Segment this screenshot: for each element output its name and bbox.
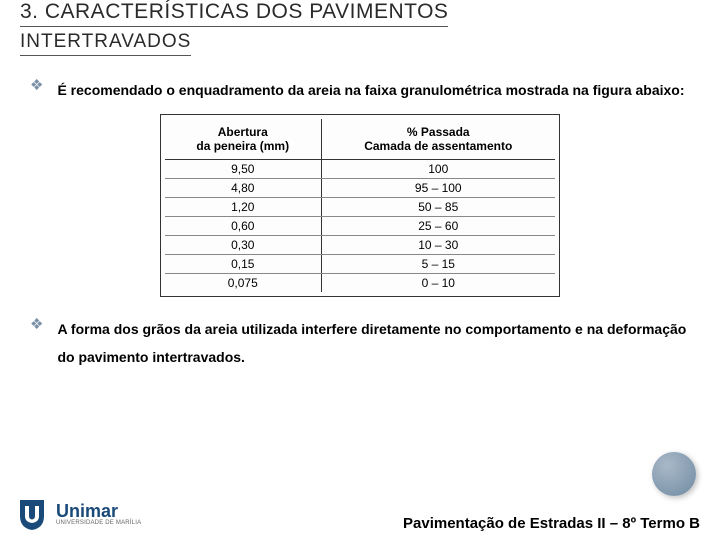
bullet-item-2: ❖ A forma dos grãos da areia utilizada i… (30, 315, 690, 371)
table-header-col2: % PassadaCamada de assentamento (321, 119, 555, 160)
table-cell-abertura: 0,30 (165, 236, 321, 255)
decorative-sphere-icon (652, 452, 696, 496)
table-cell-passada: 0 – 10 (321, 274, 555, 293)
table-row: 0,6025 – 60 (165, 217, 555, 236)
table-cell-abertura: 4,80 (165, 179, 321, 198)
table-row: 4,8095 – 100 (165, 179, 555, 198)
logo-text-sub: UNIVERSIDADE DE MARÍLIA (56, 520, 141, 526)
bullet-item-1: ❖ É recomendado o enquadramento da areia… (30, 76, 690, 104)
table-cell-passada: 25 – 60 (321, 217, 555, 236)
slide-title-line2: INTERTRAVADOS (20, 31, 191, 56)
table-row: 1,2050 – 85 (165, 198, 555, 217)
table-header-col1: Aberturada peneira (mm) (165, 119, 321, 160)
table-cell-abertura: 0,15 (165, 255, 321, 274)
diamond-bullet-icon: ❖ (30, 315, 43, 335)
table-cell-passada: 5 – 15 (321, 255, 555, 274)
diamond-bullet-icon: ❖ (30, 76, 43, 96)
table-cell-abertura: 0,075 (165, 274, 321, 293)
logo-text-main: Unimar (56, 502, 141, 520)
unimar-logo: Unimar UNIVERSIDADE DE MARÍLIA (14, 496, 141, 532)
table-cell-abertura: 9,50 (165, 160, 321, 179)
bullet-text-2: A forma dos grãos da areia utilizada int… (57, 315, 690, 371)
footer-course-text: Pavimentação de Estradas II – 8º Termo B (403, 515, 700, 532)
table-cell-passada: 50 – 85 (321, 198, 555, 217)
granulometry-table: Aberturada peneira (mm) % PassadaCamada … (160, 114, 560, 297)
bullet-text-1: É recomendado o enquadramento da areia n… (57, 76, 684, 104)
table-cell-passada: 100 (321, 160, 555, 179)
table-row: 0,155 – 15 (165, 255, 555, 274)
table-cell-abertura: 0,60 (165, 217, 321, 236)
table-cell-abertura: 1,20 (165, 198, 321, 217)
table-cell-passada: 95 – 100 (321, 179, 555, 198)
table-cell-passada: 10 – 30 (321, 236, 555, 255)
table-row: 0,3010 – 30 (165, 236, 555, 255)
table-row: 9,50100 (165, 160, 555, 179)
table-row: 0,0750 – 10 (165, 274, 555, 293)
logo-shield-icon (14, 496, 50, 532)
slide-title-line1: 3. CARACTERÍSTICAS DOS PAVIMENTOS (20, 0, 448, 27)
